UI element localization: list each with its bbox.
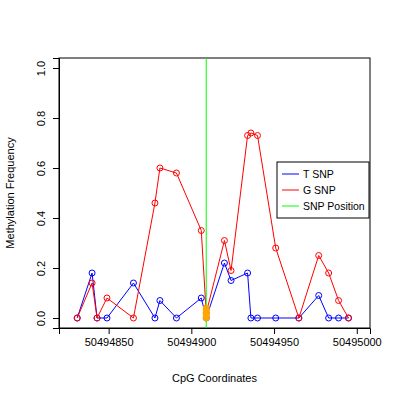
legend-label: T SNP: [303, 168, 334, 180]
y-tick-label: 0.2: [35, 261, 47, 276]
data-point: [273, 245, 279, 251]
y-tick-label: 0.8: [35, 111, 47, 126]
x-tick-label: 50494850: [85, 336, 134, 348]
x-tick-label: 50494950: [250, 336, 299, 348]
data-point: [89, 280, 95, 286]
x-tick-label: 50494900: [167, 336, 216, 348]
y-tick-mark: [53, 68, 59, 69]
data-point: [255, 133, 261, 139]
legend-swatch: [282, 206, 299, 207]
legend-box: [277, 162, 369, 218]
data-point: [104, 315, 110, 321]
x-tick-mark: [357, 328, 358, 334]
x-tick: 50495000: [333, 328, 382, 348]
x-tick-mark: [274, 328, 275, 334]
plot-area: [74, 58, 351, 328]
data-point: [326, 270, 332, 276]
y-axis-title: Methylation Frequency: [4, 137, 16, 249]
data-point: [94, 315, 100, 321]
data-point: [152, 200, 158, 206]
data-point: [130, 280, 136, 286]
y-tick: 0.4: [35, 211, 59, 226]
y-tick-mark: [53, 118, 59, 119]
data-point: [89, 270, 95, 276]
y-tick: 0.0: [35, 311, 59, 326]
y-tick-mark: [53, 318, 59, 319]
data-point: [248, 315, 254, 321]
snp-position-line: [206, 58, 207, 328]
legend-label: SNP Position: [303, 200, 365, 212]
data-point: [203, 305, 209, 311]
y-tick: 1.0: [35, 61, 59, 76]
data-point: [296, 315, 302, 321]
data-point: [326, 315, 332, 321]
data-point: [104, 295, 110, 301]
y-tick-mark: [53, 168, 59, 169]
x-tick-mark: [109, 328, 110, 334]
data-point: [245, 270, 251, 276]
data-point: [74, 315, 80, 321]
x-tick: 50494900: [167, 328, 216, 348]
data-point: [316, 293, 322, 299]
data-point: [248, 130, 254, 136]
data-point: [221, 238, 227, 244]
y-tick-label: 0.4: [35, 211, 47, 226]
legend: T SNP G SNP SNP Position: [277, 162, 369, 218]
x-tick-label: 50495000: [333, 336, 382, 348]
y-tick: 0.2: [35, 261, 59, 276]
data-point: [198, 228, 204, 234]
x-tick: 50494950: [250, 328, 299, 348]
y-tick: 0.8: [35, 111, 59, 126]
series-line: [77, 133, 348, 318]
legend-label: G SNP: [303, 184, 336, 196]
legend-swatch: [282, 174, 299, 175]
x-tick-mark: [191, 328, 192, 334]
y-tick-label: 1.0: [35, 61, 47, 76]
data-point: [316, 253, 322, 259]
legend-swatch: [282, 190, 299, 191]
data-point: [273, 315, 279, 321]
data-point: [130, 315, 136, 321]
background: [0, 0, 400, 400]
plot-frame: [59, 58, 370, 328]
data-point: [336, 315, 342, 321]
data-point: [173, 315, 179, 321]
y-axis: 0.0 0.2 0.4 0.6 0.8 1.0: [35, 59, 60, 329]
data-point: [255, 315, 261, 321]
data-point: [221, 260, 227, 266]
data-point: [228, 278, 234, 284]
x-axis-title: CpG Coordinates: [172, 372, 257, 384]
x-axis-line: [60, 329, 371, 335]
y-tick-label: 0.6: [35, 161, 47, 176]
data-point: [336, 298, 342, 304]
y-tick-mark: [53, 218, 59, 219]
data-point: [345, 315, 351, 321]
data-point: [157, 298, 163, 304]
data-point: [173, 170, 179, 176]
data-point: [74, 315, 80, 321]
x-tick: 50494850: [85, 328, 134, 348]
y-tick: 0.6: [35, 161, 59, 176]
y-tick-label: 0.0: [35, 311, 47, 326]
y-tick-mark: [53, 268, 59, 269]
data-point: [198, 295, 204, 301]
x-axis: 50494850 50494900 50494950 50495000: [60, 328, 382, 348]
data-point: [152, 315, 158, 321]
data-point: [157, 165, 163, 171]
data-point: [228, 268, 234, 274]
